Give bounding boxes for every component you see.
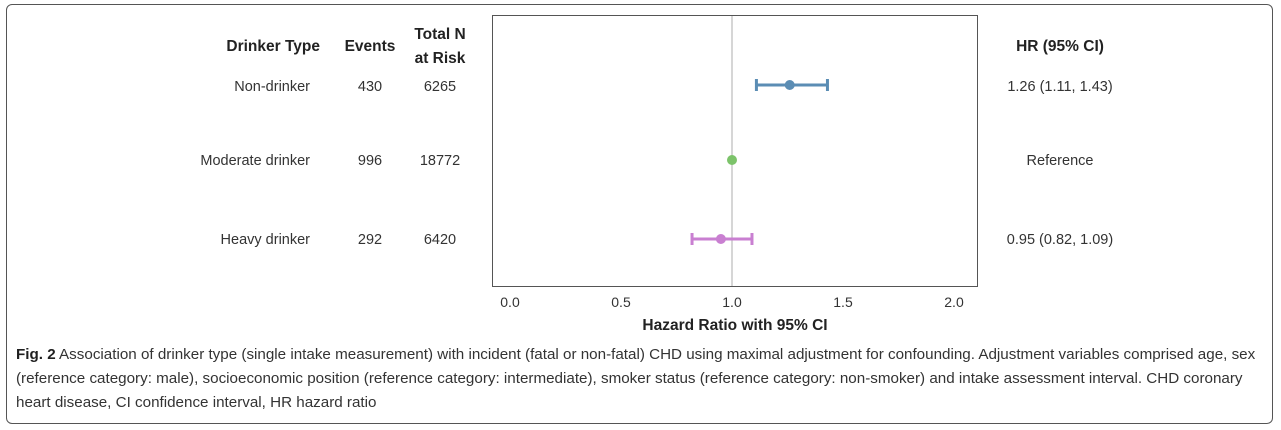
row-hr-text: 1.26 (1.11, 1.43) xyxy=(1007,79,1113,95)
hr-point xyxy=(715,234,726,244)
caption-label: Fig. 2 xyxy=(16,346,56,363)
header-hr: HR (95% CI) xyxy=(1016,38,1104,55)
plot-area xyxy=(492,15,978,287)
row-events: 430 xyxy=(357,79,383,95)
row-hr-text: Reference xyxy=(1026,153,1094,169)
header-total-n-line1: Total N xyxy=(414,26,466,43)
figure-caption: Fig. 2 Association of drinker type (sing… xyxy=(16,343,1264,415)
x-tick-label: 2.0 xyxy=(944,294,964,310)
row-drinker-type: Moderate drinker xyxy=(200,153,310,169)
row-events: 996 xyxy=(357,153,383,169)
x-tick-label: 0.0 xyxy=(500,294,520,310)
row-events: 292 xyxy=(357,232,383,248)
row-hr-text: 0.95 (0.82, 1.09) xyxy=(1006,232,1114,248)
x-tick-label: 0.5 xyxy=(611,294,631,310)
x-tick-label: 1.5 xyxy=(833,294,853,310)
hr-point xyxy=(784,80,795,90)
row-total-n: 6420 xyxy=(423,232,457,248)
hr-point xyxy=(727,155,737,165)
x-tick-label: 1.0 xyxy=(722,294,742,310)
row-total-n: 18772 xyxy=(419,153,461,169)
row-drinker-type: Non-drinker xyxy=(234,79,310,95)
header-drinker-type: Drinker Type xyxy=(226,38,320,55)
header-events: Events xyxy=(344,38,396,55)
figure-frame xyxy=(6,4,1273,424)
header-total-n-line2: at Risk xyxy=(414,50,466,67)
row-drinker-type: Heavy drinker xyxy=(220,232,310,248)
x-axis-label: Hazard Ratio with 95% CI xyxy=(642,317,828,334)
caption-text: Association of drinker type (single inta… xyxy=(16,346,1256,411)
row-total-n: 6265 xyxy=(423,79,457,95)
